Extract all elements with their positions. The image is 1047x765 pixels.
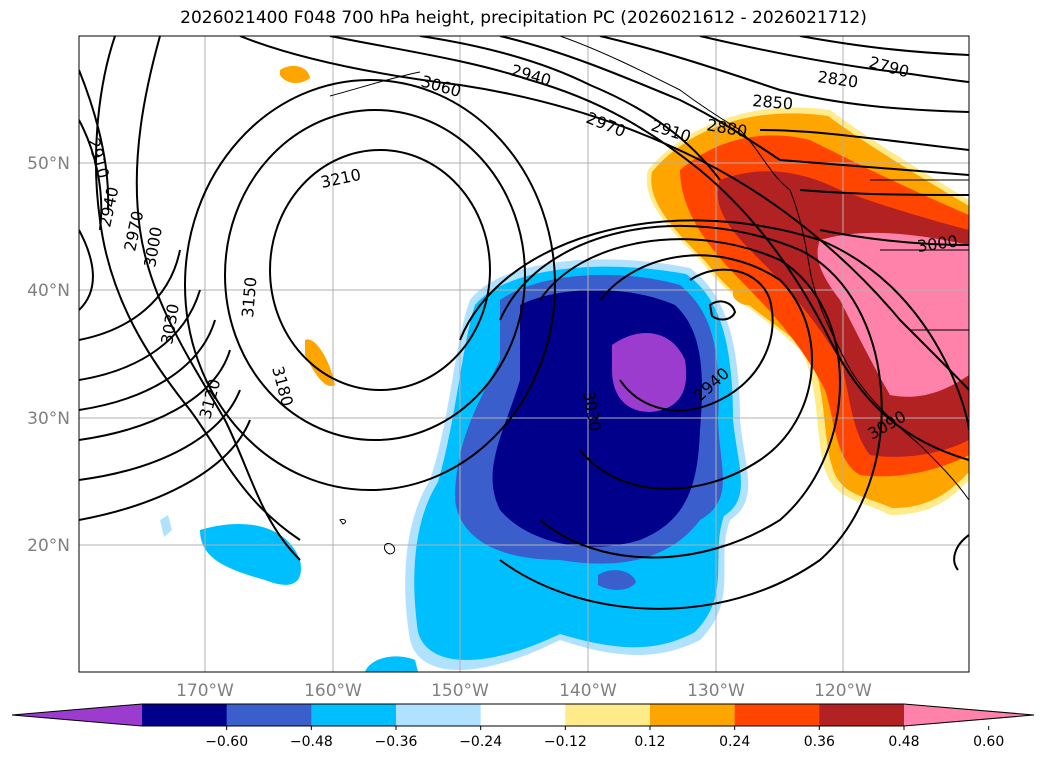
contour-label: 3120 bbox=[196, 377, 225, 421]
lon-label: 140°W bbox=[559, 681, 617, 701]
colorbar-swatch bbox=[142, 704, 228, 726]
contour-label: 3210 bbox=[319, 165, 363, 192]
contour-label: 2940 bbox=[95, 185, 122, 229]
lon-label: 170°W bbox=[176, 681, 234, 701]
contour-label: 2790 bbox=[867, 53, 911, 82]
colorbar-swatch bbox=[480, 704, 566, 726]
colorbar-tick-label: −0.24 bbox=[459, 734, 502, 750]
colorbar-tick-label: 0.48 bbox=[888, 734, 919, 750]
contour-label: 2910 bbox=[84, 136, 113, 180]
colorbar-tick-label: 0.24 bbox=[719, 734, 750, 750]
colorbar-swatch bbox=[396, 704, 482, 726]
precip-field bbox=[160, 65, 969, 672]
colorbar-tick-label: 0.60 bbox=[973, 734, 1004, 750]
precip-pos-small-a bbox=[280, 65, 310, 84]
colorbar-swatch bbox=[311, 704, 397, 726]
precip-neg-small-a bbox=[200, 523, 301, 585]
colorbar-swatch bbox=[226, 704, 312, 726]
colorbar-tick-label: 0.36 bbox=[804, 734, 835, 750]
precip-pos-0.60 bbox=[817, 232, 969, 397]
precip-neg-small-b bbox=[365, 656, 418, 672]
height-contours bbox=[79, 36, 969, 610]
precip-neg-small-c bbox=[598, 570, 636, 590]
contour-label: 3000 bbox=[140, 225, 166, 268]
lat-label: 20°N bbox=[27, 536, 70, 556]
lon-label: 150°W bbox=[431, 681, 489, 701]
colorbar-tick-label: −0.48 bbox=[290, 734, 333, 750]
colorbar-extend-low bbox=[12, 704, 142, 726]
lat-label: 50°N bbox=[27, 154, 70, 174]
chart-title: 2026021400 F048 700 hPa height, precipit… bbox=[180, 8, 867, 28]
colorbar-swatch bbox=[819, 704, 905, 726]
lon-labels: 170°W 160°W 150°W 140°W 130°W 120°W bbox=[176, 681, 872, 701]
lon-label: 120°W bbox=[814, 681, 872, 701]
contour-label: 2820 bbox=[816, 67, 859, 91]
map-frame bbox=[78, 35, 970, 673]
colorbar-swatch bbox=[565, 704, 651, 726]
colorbar-tick-label: −0.36 bbox=[375, 734, 418, 750]
lat-label: 40°N bbox=[27, 281, 70, 301]
contour-label: 2940 bbox=[509, 61, 553, 90]
contour-label: 3180 bbox=[268, 364, 297, 408]
contour-label: 2970 bbox=[584, 108, 629, 141]
precip-pos-small-c bbox=[733, 288, 755, 306]
contour-label: 2910 bbox=[649, 116, 694, 147]
lon-label: 130°W bbox=[687, 681, 745, 701]
colorbar-extend-high bbox=[904, 704, 1034, 726]
colorbar-swatch bbox=[734, 704, 820, 726]
lon-label: 160°W bbox=[304, 681, 362, 701]
contour-label: 3150 bbox=[238, 276, 260, 318]
precip-neg-small-d bbox=[160, 515, 172, 537]
colorbar-tick-label: −0.12 bbox=[544, 734, 587, 750]
colorbar-outline bbox=[11, 703, 1035, 727]
lat-labels: 50°N 40°N 30°N 20°N bbox=[27, 154, 70, 556]
contour-label: 2850 bbox=[752, 91, 794, 113]
lat-label: 30°N bbox=[27, 409, 70, 429]
colorbar-tick-label: 0.12 bbox=[634, 734, 665, 750]
colorbar-swatch bbox=[650, 704, 736, 726]
colorbar: −0.60 −0.48 −0.36 −0.24 −0.12 0.12 0.24 0.36 0.4… bbox=[11, 703, 1035, 750]
colorbar-tick-label: −0.60 bbox=[205, 734, 248, 750]
